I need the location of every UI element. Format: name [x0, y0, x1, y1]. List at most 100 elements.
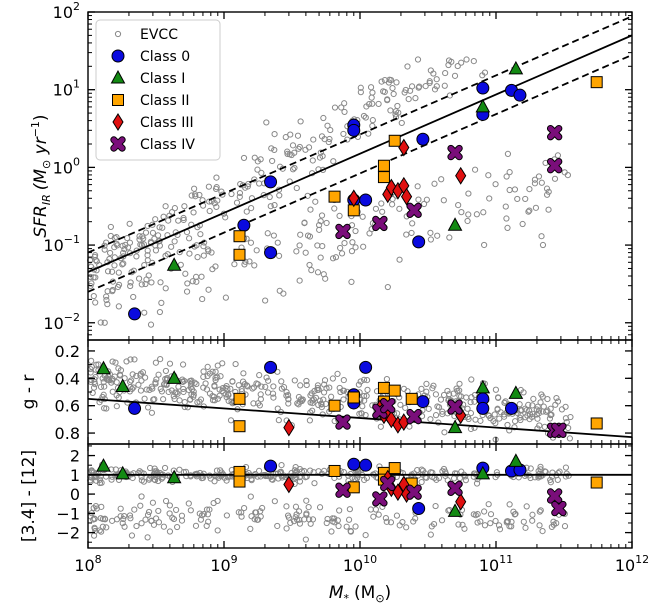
evcc-point	[317, 254, 324, 261]
evcc-point	[497, 409, 504, 416]
class-ii-point	[328, 190, 341, 203]
evcc-point	[182, 270, 189, 277]
evcc-point	[162, 367, 170, 375]
evcc-point	[286, 151, 293, 158]
evcc-point	[268, 145, 275, 152]
evcc-point	[548, 523, 555, 531]
evcc-point	[150, 521, 158, 528]
evcc-point	[223, 477, 230, 484]
evcc-point	[180, 214, 187, 222]
class-i-point	[115, 378, 131, 393]
evcc-point	[548, 411, 555, 418]
evcc-point	[159, 224, 166, 231]
evcc-point	[485, 412, 492, 419]
evcc-point	[504, 421, 511, 429]
evcc-point	[463, 394, 470, 401]
evcc-point	[474, 519, 481, 526]
evcc-point	[303, 377, 310, 385]
evcc-point	[144, 511, 152, 518]
evcc-point	[270, 394, 277, 401]
evcc-point	[415, 196, 422, 203]
evcc-point	[217, 373, 224, 380]
evcc-point	[115, 281, 123, 288]
evcc-point	[188, 391, 195, 398]
evcc-point	[162, 375, 169, 383]
evcc-point	[392, 111, 399, 118]
evcc-point	[308, 267, 315, 274]
evcc-point	[219, 385, 226, 392]
evcc-point	[104, 301, 111, 308]
class-0-point	[359, 193, 373, 207]
evcc-point	[459, 521, 466, 528]
class-iv-point	[447, 399, 463, 415]
evcc-point	[278, 378, 285, 385]
evcc-point	[471, 470, 478, 477]
evcc-point	[253, 247, 260, 254]
evcc-point	[258, 383, 265, 390]
evcc-point	[393, 512, 401, 519]
evcc-point	[318, 212, 326, 219]
evcc-point	[492, 386, 500, 393]
evcc-point	[189, 278, 196, 285]
evcc-point	[88, 357, 95, 364]
y-tick-label: 10−1	[43, 233, 80, 255]
evcc-point	[256, 402, 263, 409]
evcc-point	[276, 287, 283, 294]
evcc-point	[539, 241, 547, 249]
evcc-point	[248, 205, 255, 212]
class-0-point	[347, 123, 361, 137]
evcc-point	[377, 423, 384, 430]
class-0-point	[264, 360, 278, 374]
evcc-point	[210, 393, 218, 400]
evcc-point	[454, 62, 461, 70]
evcc-point	[312, 198, 319, 205]
evcc-point	[238, 386, 245, 393]
evcc-point	[262, 297, 269, 304]
evcc-point	[238, 509, 245, 516]
evcc-point	[427, 229, 434, 236]
evcc-point	[303, 497, 310, 504]
evcc-point	[565, 472, 572, 479]
evcc-point	[142, 229, 150, 236]
evcc-point	[372, 506, 379, 513]
evcc-point	[247, 525, 254, 532]
panel-w1w3: −2−1012 [3.4] - [12]	[19, 443, 633, 549]
legend-entry: Class III	[112, 113, 194, 131]
evcc-point	[481, 508, 488, 515]
class-ii-point	[388, 134, 401, 147]
evcc-point	[307, 206, 314, 213]
evcc-point	[547, 479, 554, 486]
evcc-point	[545, 206, 552, 213]
evcc-point	[462, 477, 469, 484]
evcc-point	[504, 224, 511, 232]
evcc-point	[275, 417, 282, 424]
evcc-point	[343, 523, 350, 530]
evcc-point	[128, 377, 135, 384]
evcc-point	[471, 166, 479, 173]
evcc-point	[264, 230, 271, 237]
class-ii-point	[388, 462, 401, 475]
evcc-point	[120, 249, 127, 256]
evcc-point	[456, 475, 463, 482]
evcc-point	[227, 473, 234, 480]
evcc-point	[283, 389, 290, 396]
class-0-point	[359, 360, 373, 374]
evcc-point	[365, 130, 372, 137]
evcc-point	[503, 173, 510, 180]
evcc-point	[170, 515, 178, 523]
class-iii-point	[398, 138, 410, 157]
evcc-point	[133, 253, 140, 260]
evcc-point	[235, 382, 242, 389]
evcc-point	[186, 235, 193, 242]
evcc-point	[109, 358, 116, 365]
evcc-point	[450, 475, 458, 482]
evcc-point	[104, 268, 112, 275]
evcc-point	[359, 213, 366, 220]
evcc-point	[113, 234, 120, 241]
evcc-point	[328, 528, 335, 535]
evcc-point	[254, 516, 261, 523]
evcc-point	[208, 249, 215, 256]
evcc-point	[543, 191, 551, 198]
evcc-point	[316, 226, 323, 233]
